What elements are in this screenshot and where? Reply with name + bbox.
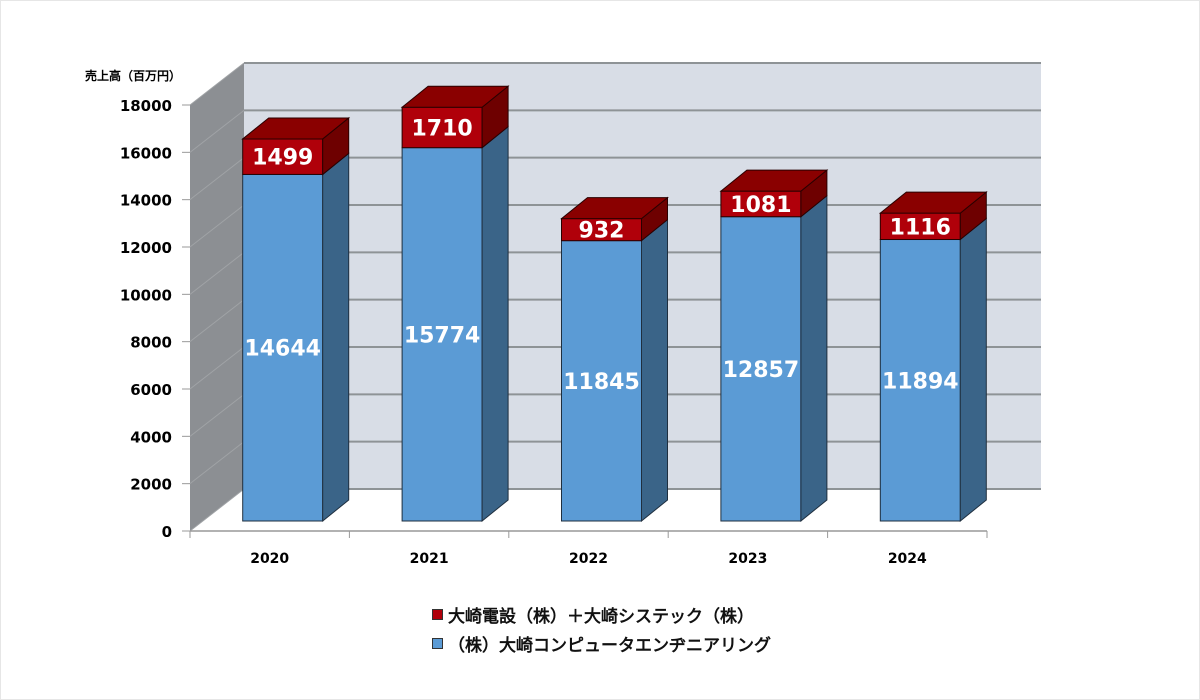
value-label-blue: 14644 bbox=[244, 337, 321, 362]
value-label-blue: 11894 bbox=[882, 369, 959, 394]
value-label-red: 1116 bbox=[890, 215, 951, 240]
bar-group-2021: 1710 15774 bbox=[400, 85, 510, 523]
chart-legend: 大崎電設（株）＋大崎システック（株） （株）大崎コンピュータエンヂニアリング bbox=[432, 600, 771, 658]
y-tick-label: 10000 bbox=[120, 286, 172, 304]
side-gridline bbox=[189, 251, 245, 295]
bar-top-red bbox=[241, 117, 351, 140]
legend-swatch-red bbox=[432, 609, 443, 620]
bar-group-2022: 932 11845 bbox=[560, 196, 669, 523]
bar-segment-blue bbox=[879, 239, 961, 522]
side-gridline bbox=[189, 393, 245, 437]
bar-segment-blue bbox=[561, 240, 642, 522]
x-tick-label: 2023 bbox=[728, 551, 767, 567]
bar-side-blue bbox=[641, 218, 668, 523]
y-tick-label: 4000 bbox=[130, 428, 172, 446]
value-label-blue: 12857 bbox=[723, 358, 800, 383]
side-gridline bbox=[189, 488, 245, 532]
y-tick-label: 14000 bbox=[120, 192, 172, 210]
legend-item-osaki-computer: （株）大崎コンピュータエンヂニアリング bbox=[432, 629, 771, 658]
value-label-blue: 15774 bbox=[404, 323, 481, 348]
bar-side-blue bbox=[322, 152, 350, 523]
legend-label: 大崎電設（株）＋大崎システック（株） bbox=[448, 607, 754, 627]
legend-item-osaki-densetsu: 大崎電設（株）＋大崎システック（株） bbox=[432, 600, 771, 629]
bar-top-red bbox=[719, 169, 829, 192]
bar-segment-red bbox=[720, 190, 802, 218]
y-tick-label: 2000 bbox=[130, 476, 172, 494]
side-wall bbox=[190, 63, 244, 531]
y-tick-label: 18000 bbox=[120, 97, 172, 115]
y-tick-label: 8000 bbox=[130, 334, 172, 352]
bar-group-2023: 1081 12857 bbox=[719, 169, 829, 523]
y-tick-label: 16000 bbox=[120, 144, 172, 162]
side-gridline bbox=[189, 109, 245, 153]
bar-segment-blue bbox=[401, 147, 483, 522]
value-label-red: 932 bbox=[579, 219, 625, 244]
bar-top-red bbox=[400, 85, 510, 108]
bar-side-blue bbox=[800, 194, 828, 523]
bar-group-2024: 1116 11894 bbox=[878, 191, 988, 523]
bar-top-red bbox=[878, 191, 988, 214]
value-label-red: 1710 bbox=[411, 116, 472, 141]
x-tick-label: 2021 bbox=[410, 551, 449, 567]
side-gridline bbox=[189, 346, 245, 390]
y-axis-title: 売上高（百万円） bbox=[85, 68, 181, 83]
value-label-blue: 11845 bbox=[563, 370, 640, 395]
bar-group-2020: 1499 14644 bbox=[241, 116, 351, 523]
bar-side-blue bbox=[959, 217, 987, 523]
legend-swatch-blue bbox=[432, 638, 443, 649]
side-gridline bbox=[189, 441, 245, 485]
side-gridline bbox=[189, 204, 245, 248]
side-gridline bbox=[189, 62, 245, 106]
y-tick-label: 6000 bbox=[130, 381, 172, 399]
bar-top-red bbox=[560, 197, 669, 220]
side-gridline bbox=[189, 157, 245, 201]
value-label-red: 1499 bbox=[252, 146, 313, 171]
bar-side-blue bbox=[481, 125, 509, 523]
x-tick-label: 2022 bbox=[569, 551, 608, 567]
side-gridline bbox=[189, 299, 245, 343]
y-tick-label: 0 bbox=[162, 523, 172, 541]
value-label-red: 1081 bbox=[730, 193, 791, 218]
x-tick-label: 2024 bbox=[888, 551, 927, 567]
legend-label: （株）大崎コンピュータエンヂニアリング bbox=[448, 636, 771, 656]
x-tick-label: 2020 bbox=[250, 551, 289, 567]
bar-segment-red bbox=[401, 106, 483, 149]
y-tick-label: 12000 bbox=[120, 239, 172, 257]
